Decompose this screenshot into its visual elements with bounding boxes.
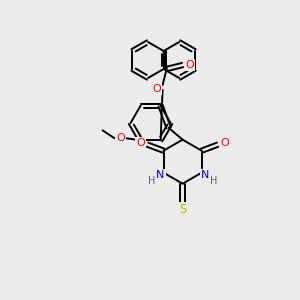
Text: O: O [136, 138, 145, 148]
Text: N: N [200, 170, 209, 180]
Text: S: S [179, 203, 186, 216]
Text: H: H [148, 176, 155, 186]
Text: O: O [185, 60, 194, 70]
Text: O: O [152, 84, 161, 94]
Text: H: H [210, 176, 217, 186]
Text: O: O [116, 133, 125, 143]
Text: O: O [220, 138, 229, 148]
Text: N: N [156, 170, 165, 180]
